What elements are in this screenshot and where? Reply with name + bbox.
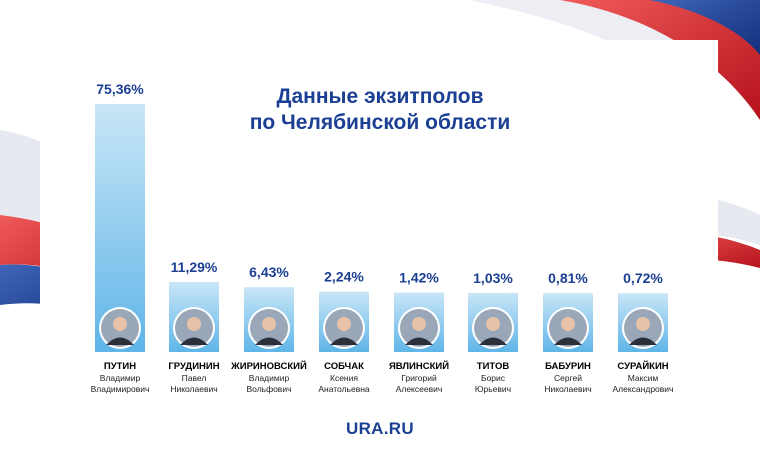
candidate-surname: ТИТОВ — [476, 361, 510, 372]
content-panel — [40, 40, 718, 440]
chart-title-line1: Данные экзитполов — [276, 85, 484, 108]
data-label-5: 1,42% — [399, 269, 439, 285]
candidate-surname: СОБЧАК — [324, 361, 364, 372]
candidate-portrait-5 — [398, 307, 440, 349]
candidate-name-4: СОБЧАК Ксения Анатольевна — [294, 361, 394, 395]
data-label-7: 0,81% — [548, 270, 588, 286]
candidate-name-2: ГРУДИНИН Павел Николаевич — [144, 361, 244, 395]
candidate-surname: СУРАЙКИН — [617, 361, 669, 372]
candidate-patronymic: Анатольевна — [318, 384, 370, 394]
candidate-portrait-7 — [547, 307, 589, 349]
candidate-name-3: ЖИРИНОВСКИЙ Владимир Вольфович — [219, 361, 319, 395]
data-label-4: 2,24% — [324, 269, 364, 285]
ribbon-blue-top — [650, 0, 760, 55]
candidate-name-8: СУРАЙКИН Максим Александрович — [593, 361, 693, 395]
candidate-portrait-6 — [472, 307, 514, 349]
candidate-name-6: ТИТОВ Борис Юрьевич — [443, 361, 543, 395]
ribbon-red-top — [560, 0, 760, 120]
candidate-given-name: Павел — [181, 373, 207, 383]
candidate-given-name: Владимир — [99, 373, 141, 383]
candidate-given-name: Ксения — [330, 373, 358, 383]
candidate-portrait-3 — [248, 307, 290, 349]
candidate-surname: БАБУРИН — [545, 361, 591, 372]
candidate-given-name: Владимир — [248, 373, 290, 383]
candidate-patronymic: Александрович — [612, 384, 674, 394]
ribbon-white-top — [470, 0, 700, 110]
candidate-portrait-1 — [99, 307, 141, 349]
data-label-6: 1,03% — [473, 270, 513, 286]
data-label-1: 75,36% — [96, 81, 144, 97]
candidate-name-5: ЯВЛИНСКИЙ Григорий Алексеевич — [369, 361, 469, 395]
chart-title-line2: по Челябинской области — [249, 111, 511, 134]
candidate-given-name: Григорий — [401, 373, 437, 383]
candidate-surname: ЯВЛИНСКИЙ — [388, 361, 450, 372]
candidate-portrait-8 — [622, 307, 664, 349]
candidate-patronymic: Николаевич — [544, 384, 592, 394]
candidate-patronymic: Владимирович — [90, 384, 150, 394]
data-label-2: 11,29% — [171, 259, 218, 275]
candidate-patronymic: Николаевич — [170, 384, 218, 394]
candidate-portrait-2 — [173, 307, 215, 349]
candidate-patronymic: Вольфович — [246, 384, 292, 394]
candidate-surname: ЖИРИНОВСКИЙ — [231, 361, 307, 372]
candidate-surname: ПУТИН — [103, 361, 137, 372]
candidate-patronymic: Юрьевич — [474, 384, 512, 394]
candidate-portrait-4 — [323, 307, 365, 349]
candidate-given-name: Сергей — [554, 373, 582, 383]
data-label-3: 6,43% — [249, 264, 289, 280]
data-label-8: 0,72% — [623, 270, 663, 286]
candidate-given-name: Максим — [627, 373, 659, 383]
candidate-surname: ГРУДИНИН — [168, 361, 220, 372]
candidate-name-7: БАБУРИН Сергей Николаевич — [518, 361, 618, 395]
candidate-given-name: Борис — [480, 373, 506, 383]
candidate-name-1: ПУТИН Владимир Владимирович — [70, 361, 170, 395]
ura-ru-logo: URA.RU — [346, 419, 414, 438]
candidate-patronymic: Алексеевич — [395, 384, 443, 394]
